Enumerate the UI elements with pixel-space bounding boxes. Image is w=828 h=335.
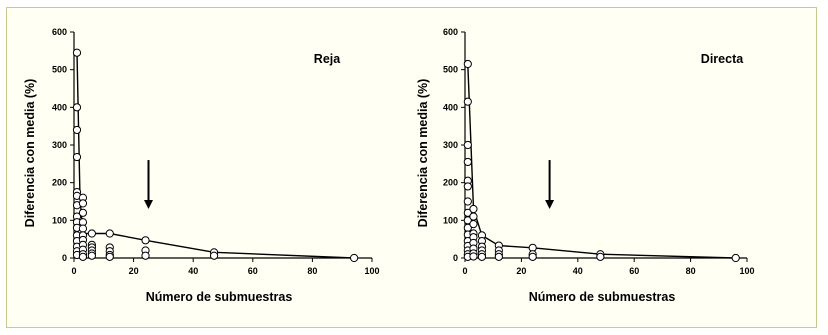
data-point bbox=[463, 59, 472, 69]
y-tick-label: 300 bbox=[52, 140, 67, 150]
y-tick-label: 600 bbox=[443, 27, 458, 37]
y-tick-label: 100 bbox=[52, 215, 67, 225]
data-point bbox=[477, 252, 487, 261]
series-line bbox=[76, 52, 355, 259]
data-point bbox=[596, 252, 605, 261]
x-axis-title: Número de submuestras bbox=[529, 290, 676, 304]
x-tick-label: 80 bbox=[686, 266, 696, 276]
data-point bbox=[463, 197, 472, 206]
data-point bbox=[494, 252, 503, 261]
data-point bbox=[350, 253, 359, 263]
y-tick-label: 400 bbox=[52, 102, 67, 112]
data-point bbox=[87, 251, 96, 260]
data-point bbox=[209, 251, 219, 260]
data-point bbox=[78, 208, 88, 217]
y-tick-label: 100 bbox=[443, 215, 458, 225]
x-tick-label: 0 bbox=[462, 266, 467, 276]
panel-label-directa: Directa bbox=[701, 52, 744, 66]
y-tick-label: 400 bbox=[443, 102, 458, 112]
data-point bbox=[141, 251, 150, 260]
y-tick-label: 600 bbox=[52, 27, 67, 37]
x-tick-label: 60 bbox=[629, 266, 639, 276]
data-point bbox=[72, 152, 82, 162]
y-tick-label: 500 bbox=[52, 65, 67, 75]
arrow-head bbox=[545, 200, 555, 210]
data-point bbox=[463, 182, 472, 191]
x-tick-label: 100 bbox=[364, 266, 379, 276]
data-point bbox=[78, 224, 88, 233]
data-point bbox=[141, 236, 150, 245]
y-tick-label: 200 bbox=[443, 178, 458, 188]
data-point bbox=[87, 229, 96, 238]
x-tick-label: 40 bbox=[188, 266, 198, 276]
data-point bbox=[78, 252, 88, 261]
data-point bbox=[105, 252, 114, 261]
x-tick-label: 20 bbox=[129, 266, 139, 276]
data-point bbox=[469, 204, 478, 214]
x-tick-label: 100 bbox=[739, 266, 754, 276]
y-tick-label: 200 bbox=[52, 178, 67, 188]
data-point bbox=[469, 212, 478, 221]
data-point bbox=[72, 48, 82, 57]
data-point bbox=[463, 97, 472, 106]
data-point bbox=[731, 253, 740, 263]
data-point bbox=[78, 199, 88, 208]
data-point bbox=[72, 125, 82, 135]
arrow-head bbox=[144, 200, 153, 210]
x-axis-title: Número de submuestras bbox=[146, 290, 293, 304]
data-point bbox=[72, 103, 82, 112]
x-tick-label: 60 bbox=[248, 266, 258, 276]
chart-reja: Diferencia con media (%) Número de submu… bbox=[23, 27, 380, 304]
series-line bbox=[467, 63, 736, 259]
data-point bbox=[528, 252, 537, 261]
x-tick-label: 40 bbox=[573, 266, 583, 276]
y-axis-title: Diferencia con media (%) bbox=[416, 79, 430, 228]
data-point bbox=[463, 157, 472, 167]
y-tick-label: 0 bbox=[453, 253, 458, 263]
x-tick-label: 0 bbox=[71, 266, 76, 276]
data-point bbox=[105, 229, 114, 238]
panel-label-reja: Reja bbox=[314, 52, 341, 66]
y-tick-label: 500 bbox=[443, 65, 458, 75]
data-point bbox=[463, 140, 472, 150]
figure-frame: Diferencia con media (%) Número de submu… bbox=[6, 7, 817, 328]
y-tick-label: 0 bbox=[62, 253, 67, 263]
data-point bbox=[469, 252, 478, 261]
x-tick-label: 20 bbox=[516, 266, 526, 276]
x-tick-label: 80 bbox=[307, 266, 317, 276]
chart-directa: Diferencia con media (%) Número de submu… bbox=[416, 27, 755, 304]
data-point bbox=[469, 220, 478, 229]
y-tick-label: 300 bbox=[443, 140, 458, 150]
y-axis-title: Diferencia con media (%) bbox=[23, 79, 37, 228]
